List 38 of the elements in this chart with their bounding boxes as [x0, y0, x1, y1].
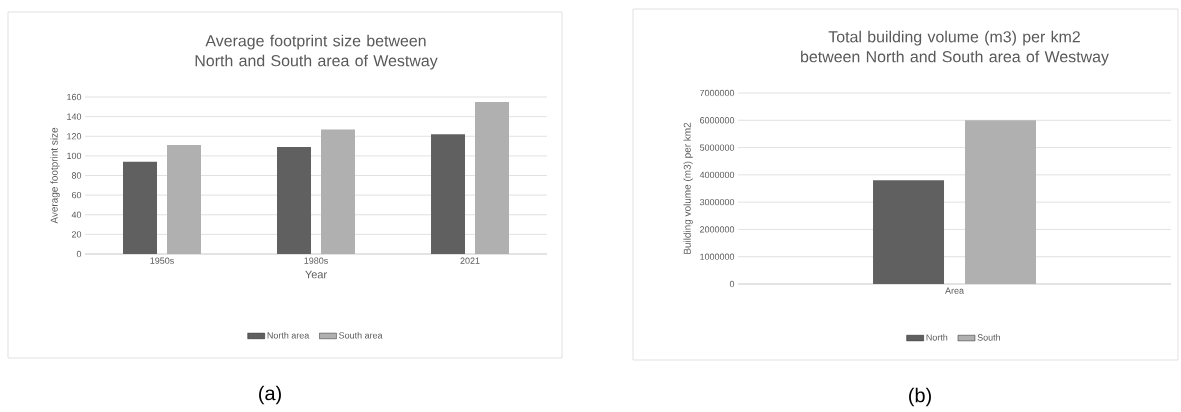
x-tick-label: 1950s	[150, 257, 174, 264]
bar	[277, 147, 312, 254]
y-axis-title: Average footprint size	[50, 127, 60, 224]
x-tick-label: Area	[945, 287, 964, 294]
text: (b)	[909, 387, 931, 407]
y-tick-label: 6000000	[700, 117, 735, 124]
legend-label: South	[977, 334, 1001, 341]
bar	[167, 145, 202, 254]
y-tick-label: 7000000	[700, 89, 735, 97]
x-axis-title: Year	[305, 270, 327, 279]
y-tick-label: 5000000	[699, 144, 735, 151]
y-tick-label: 40	[71, 211, 82, 218]
y-tick-label: 60	[71, 191, 82, 199]
y-tick-label: 80	[71, 172, 82, 179]
chart-title: Average footprint size between North and South area of Westway	[195, 34, 438, 70]
y-tick-label: 100	[67, 152, 82, 160]
y-axis-title: Building volume (m3) per km2	[683, 122, 693, 254]
bar	[123, 161, 158, 254]
legend-label: North area	[267, 331, 310, 339]
chart-title: Total building volume (m3) per km2 between North and South area of Westway	[801, 30, 1109, 66]
y-tick-label: 0	[76, 250, 82, 258]
y-tick-label: 120	[67, 133, 82, 140]
y-tick-label: 3000000	[699, 198, 735, 206]
bar	[475, 101, 510, 254]
text: (a)	[259, 385, 281, 405]
bar	[431, 134, 466, 254]
y-tick-label: 2000000	[700, 226, 735, 233]
y-tick-label: 1000000	[700, 253, 735, 260]
y-tick-label: 4000000	[699, 171, 735, 179]
y-tick-label: 20	[71, 231, 82, 238]
legend-label: North	[926, 334, 948, 341]
bar	[321, 129, 356, 254]
legend-label: South area	[339, 331, 383, 339]
x-tick-label: 2021	[460, 257, 480, 264]
y-tick-label: 140	[67, 113, 82, 120]
y-tick-label: 160	[67, 93, 82, 101]
y-tick-label: 0	[729, 280, 735, 288]
x-tick-label: 1980s	[304, 257, 328, 264]
